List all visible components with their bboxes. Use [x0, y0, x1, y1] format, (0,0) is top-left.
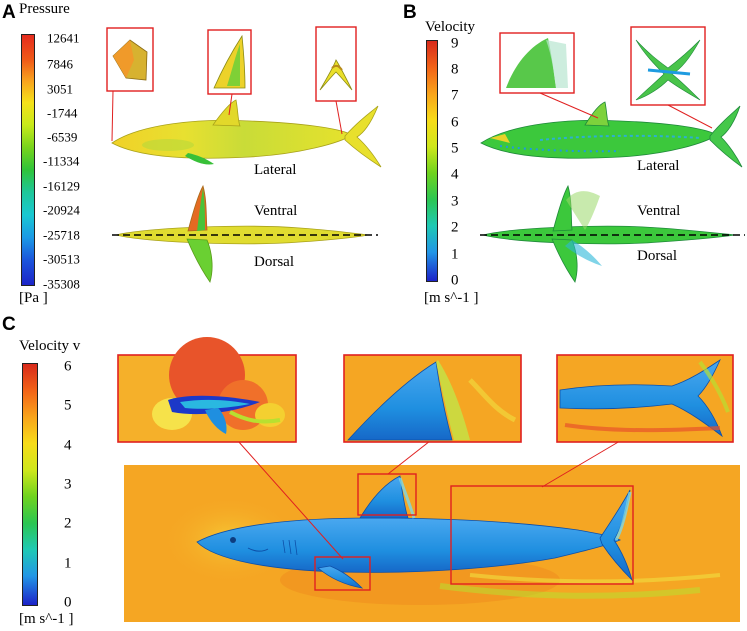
panel-a-dorsal-label: Dorsal [254, 254, 294, 270]
velocity-tick: 2 [451, 219, 459, 236]
panel-a-ventral-label: Ventral [254, 203, 298, 219]
velocity-v-tick: 4 [64, 437, 72, 454]
shark-dorsal-ventral-velocity [480, 184, 745, 283]
velocity-tick: 8 [451, 61, 459, 78]
velocity-v-colorbar [22, 363, 38, 606]
shark-lateral-velocity [480, 101, 743, 168]
panel-c-inset-dorsal-fin [343, 354, 522, 443]
pressure-tick: -1744 [47, 105, 78, 121]
velocity-unit: [m s^-1 ] [424, 290, 479, 306]
pressure-tick: -11334 [43, 153, 80, 169]
panel-b-lateral-label: Lateral [637, 158, 680, 174]
pressure-tick: -30513 [43, 251, 80, 267]
velocity-v-tick: 1 [64, 555, 72, 572]
shark-dorsal-ventral-pressure [112, 184, 378, 283]
velocity-v-tick: 5 [64, 397, 72, 414]
velocity-tick: 0 [451, 272, 459, 289]
velocity-v-tick: 6 [64, 358, 72, 375]
pressure-tick: 7846 [47, 56, 73, 72]
pressure-tick: -25718 [43, 227, 80, 243]
panel-b-insets [499, 26, 713, 129]
panel-a-lateral-label: Lateral [254, 162, 297, 178]
velocity-v-colorbar-title: Velocity v [19, 338, 81, 354]
velocity-tick: 7 [451, 87, 459, 104]
velocity-v-unit: [m s^-1 ] [19, 611, 74, 627]
panel-c-letter: C [2, 314, 16, 335]
panel-a-insets [106, 26, 357, 142]
velocity-tick: 9 [451, 35, 459, 52]
panel-c-inset-caudal-fin [556, 354, 734, 443]
panel-b-letter: B [403, 2, 417, 23]
velocity-tick: 3 [451, 193, 459, 210]
velocity-v-tick: 2 [64, 515, 72, 532]
velocity-tick: 1 [451, 246, 459, 263]
pressure-tick: 12641 [47, 30, 80, 46]
panel-b-dorsal-label: Dorsal [637, 248, 677, 264]
pressure-unit: [Pa ] [19, 290, 48, 306]
panel-c-inset-pectoral-fin [117, 337, 297, 443]
velocity-v-tick: 3 [64, 476, 72, 493]
pressure-tick: -35308 [43, 276, 80, 292]
velocity-colorbar [426, 40, 438, 282]
velocity-tick: 4 [451, 166, 459, 183]
panel-c-highlight-boxes [237, 440, 634, 591]
pressure-tick: 3051 [47, 81, 73, 97]
velocity-colorbar-title: Velocity [425, 19, 475, 35]
panel-a-letter: A [2, 2, 16, 23]
velocity-tick: 6 [451, 114, 459, 131]
shark-body-velocity-field [196, 475, 633, 589]
pressure-tick: -20924 [43, 202, 80, 218]
pressure-tick: -6539 [47, 129, 78, 145]
panel-b-ventral-label: Ventral [637, 203, 681, 219]
pressure-colorbar-title: Pressure [19, 1, 70, 17]
pressure-tick: -16129 [43, 178, 80, 194]
pressure-colorbar [21, 34, 35, 286]
shark-lateral-pressure [111, 99, 382, 168]
velocity-v-tick: 0 [64, 594, 72, 611]
velocity-tick: 5 [451, 140, 459, 157]
